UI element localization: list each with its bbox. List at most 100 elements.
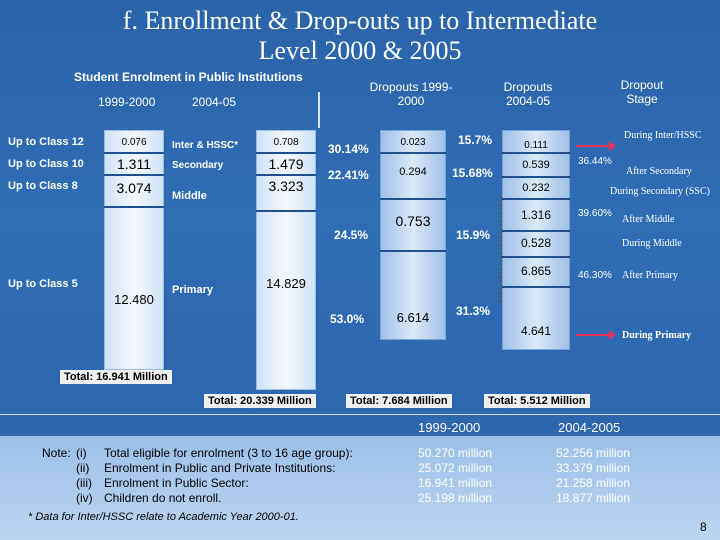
header-divider (318, 92, 320, 128)
class-label-12: Up to Class 12 (8, 136, 84, 148)
value-1999: 16.941 million (418, 476, 493, 490)
dropouts-1999-heading: Dropouts 1999-2000 (369, 80, 453, 108)
note-text: Total eligible for enrolment (3 to 16 ag… (104, 446, 353, 460)
separator (502, 230, 570, 232)
total-enrol-1999: Total: 16.941 Million (60, 370, 172, 384)
note-row-3: (iii) Enrolment in Public Sector: (42, 476, 412, 491)
drop-2004-during-middle: 0.528 (520, 236, 552, 250)
dropouts-2004-column (502, 130, 570, 350)
title-line-1: f. Enrollment & Drop-outs up to Intermed… (122, 6, 598, 35)
drop-1999-pct-secondary: 22.41% (328, 168, 369, 182)
class-label-5: Up to Class 5 (8, 278, 78, 290)
bottom-divider (0, 414, 720, 415)
value-1999: 50.270 million (418, 446, 493, 460)
class-label-8: Up to Class 8 (8, 180, 78, 192)
drop-2004-after-primary: 6.865 (520, 264, 552, 278)
separator (104, 152, 164, 154)
separator (256, 174, 316, 176)
year-2004-heading: 2004-05 (192, 95, 237, 109)
value-1999: 25.198 million (418, 491, 493, 505)
note-text: Children do not enroll. (104, 491, 222, 505)
stage-during-middle: During Middle (622, 238, 682, 249)
separator (104, 206, 164, 208)
dropouts-2004-heading: Dropouts 2004-05 (503, 80, 553, 108)
separator (104, 174, 164, 176)
drop-1999-middle: 0.753 (395, 213, 431, 229)
drop-2004-pct-secondary: 36.44% (578, 156, 612, 167)
value-2004: 18.877 million (556, 491, 631, 505)
dropout-stage-heading: Dropout Stage (620, 78, 664, 106)
enrol-1999-class8: 3.074 (116, 180, 152, 196)
class-label-10: Up to Class 10 (8, 158, 84, 170)
level-middle: Middle (172, 190, 207, 202)
table-col-2004: 2004-2005 (558, 420, 621, 435)
drop-2004-after-middle: 1.316 (520, 208, 552, 222)
enrol-1999-class5: 12.480 (114, 292, 154, 307)
table-col-1999: 1999-2000 (418, 420, 481, 435)
table-values-1999: 50.270 million 25.072 million 16.941 mil… (418, 446, 492, 506)
notes-panel (0, 436, 720, 540)
year-1999-heading: 1999-2000 (98, 95, 156, 109)
drop-1999-rate-inter: 15.7% (458, 133, 493, 147)
separator (256, 210, 316, 212)
stage-during-secondary: During Secondary (SSC) (610, 186, 710, 197)
separator (380, 152, 446, 154)
separator (502, 256, 570, 258)
level-primary: Primary (172, 284, 213, 296)
separator (256, 152, 316, 154)
note-row-1: Note: (i) Total eligible for enrolment (… (42, 446, 412, 461)
drop-2004-during-primary: 4.641 (520, 324, 552, 338)
value-2004: 21.258 million (556, 476, 631, 490)
level-inter: Inter & HSSC* (172, 140, 239, 151)
drop-1999-rate-middle: 15.9% (456, 228, 491, 242)
drop-1999-pct-primary: 53.0% (330, 312, 365, 326)
stage-after-primary: After Primary (622, 270, 678, 281)
separator (380, 250, 446, 252)
enrol-2004-middle: 3.323 (268, 178, 304, 194)
note-num: (iv) (76, 491, 93, 505)
drop-1999-pct-inter: 30.14% (328, 142, 369, 156)
drop-1999-rate-secondary: 15.68% (452, 166, 493, 180)
note-text: Enrolment in Public and Private Institut… (104, 461, 336, 475)
enrol-2004-primary: 14.829 (266, 276, 306, 291)
enrolment-heading: Student Enrolment in Public Institutions (74, 70, 303, 84)
drop-1999-primary: 6.614 (396, 310, 430, 325)
footnote: * Data for Inter/HSSC relate to Academic… (28, 511, 299, 523)
note-num: (iii) (76, 476, 92, 490)
stage-during-inter: During Inter/HSSC (624, 130, 702, 141)
separator (502, 152, 570, 154)
drop-1999-pct-middle: 24.5% (334, 228, 369, 242)
value-2004: 33.379 million (556, 461, 631, 475)
enrol-1999-class12: 0.076 (121, 137, 147, 148)
separator (502, 176, 570, 178)
enrol-1999-class10: 1.311 (117, 156, 151, 172)
table-values-2004: 52.256 million 33.379 million 21.258 mil… (556, 446, 630, 506)
separator (502, 198, 570, 200)
separator (380, 198, 446, 200)
drop-1999-rate-primary: 31.3% (456, 304, 491, 318)
total-drop-1999: Total: 7.684 Million (346, 394, 452, 408)
dropouts-1999-column (380, 130, 446, 340)
dashed-indicator (500, 196, 502, 302)
level-secondary: Secondary (172, 160, 224, 171)
note-text: Enrolment in Public Sector: (104, 476, 249, 490)
arrow-right-icon (576, 330, 616, 340)
enrolment-1999-column (104, 130, 164, 370)
arrow-right-icon (576, 141, 616, 151)
value-1999: 25.072 million (418, 461, 493, 475)
separator (502, 286, 570, 288)
stage-after-secondary: After Secondary (626, 166, 692, 177)
note-num: (ii) (76, 461, 90, 475)
drop-2004-during-secondary: 0.232 (522, 182, 550, 194)
total-drop-2004: Total: 5.512 Million (484, 394, 590, 408)
page-number: 8 (700, 520, 707, 534)
drop-2004-pct-middle: 39.60% (578, 208, 612, 219)
total-enrol-2004: Total: 20.339 Million (204, 394, 316, 408)
value-2004: 52.256 million (556, 446, 631, 460)
note-num: (i) (76, 446, 87, 460)
drop-2004-inter: 0.111 (524, 140, 548, 151)
drop-1999-secondary: 0.294 (399, 166, 427, 178)
enrol-2004-secondary: 1.479 (268, 156, 304, 172)
drop-2004-pct-primary: 46.30% (578, 270, 612, 281)
enrol-2004-inter: 0.708 (273, 137, 299, 148)
